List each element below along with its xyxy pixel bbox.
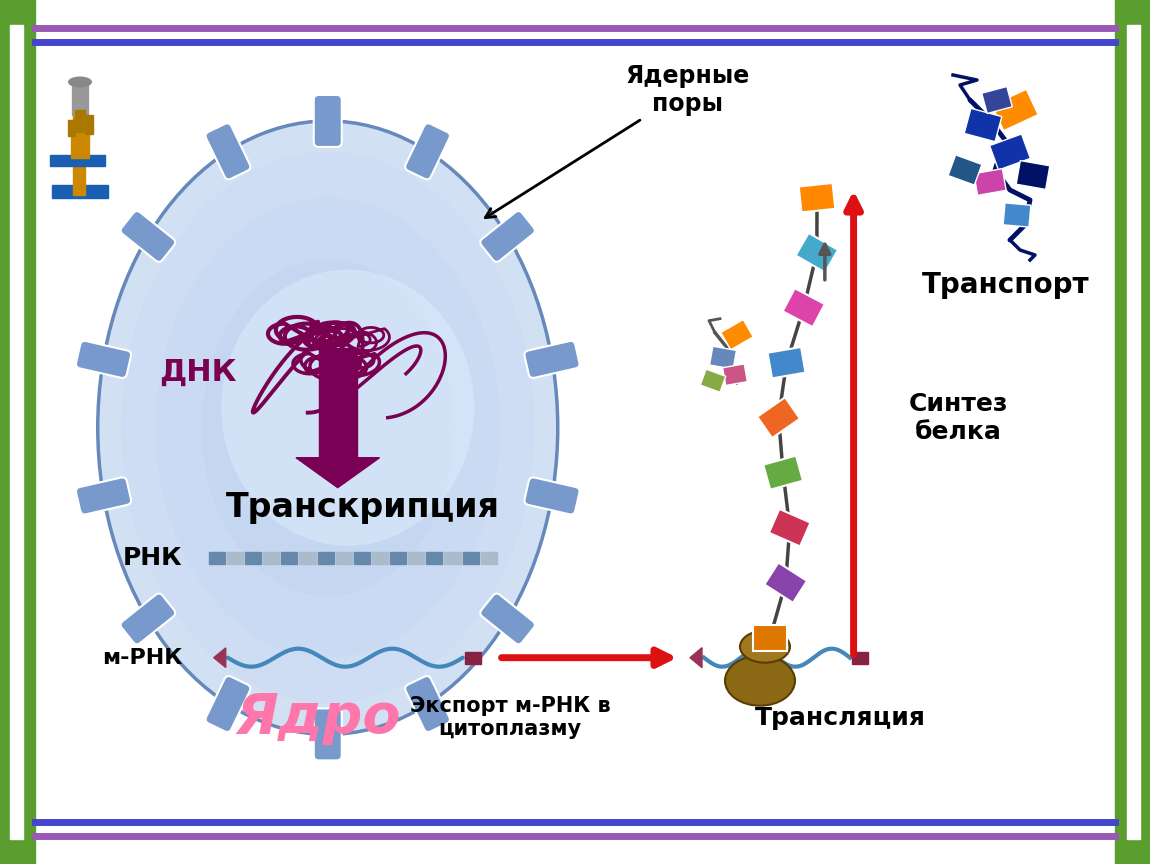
FancyBboxPatch shape xyxy=(481,211,535,262)
FancyBboxPatch shape xyxy=(753,625,787,651)
Bar xyxy=(72,85,89,115)
FancyBboxPatch shape xyxy=(1017,161,1050,189)
Bar xyxy=(282,552,298,563)
Text: РНК: РНК xyxy=(123,546,183,569)
Bar xyxy=(75,110,85,132)
FancyBboxPatch shape xyxy=(314,95,342,147)
Bar xyxy=(299,552,315,563)
FancyBboxPatch shape xyxy=(991,89,1038,130)
FancyBboxPatch shape xyxy=(974,168,1006,195)
Bar xyxy=(481,552,497,563)
Ellipse shape xyxy=(221,270,474,546)
Text: Экспорт м-РНК в
цитоплазму: Экспорт м-РНК в цитоплазму xyxy=(409,696,611,740)
FancyBboxPatch shape xyxy=(1003,203,1030,227)
FancyBboxPatch shape xyxy=(964,108,1002,142)
FancyBboxPatch shape xyxy=(405,124,450,180)
Polygon shape xyxy=(214,648,225,668)
Bar xyxy=(72,110,85,195)
Bar xyxy=(462,552,478,563)
FancyBboxPatch shape xyxy=(982,86,1012,113)
Ellipse shape xyxy=(155,198,500,658)
Bar xyxy=(227,552,243,563)
Bar xyxy=(444,552,460,563)
Bar xyxy=(465,651,481,664)
Bar xyxy=(52,185,108,198)
FancyBboxPatch shape xyxy=(314,708,342,760)
Bar xyxy=(336,552,352,563)
Bar xyxy=(71,120,89,158)
Bar xyxy=(1127,25,1140,839)
FancyBboxPatch shape xyxy=(76,478,131,514)
FancyBboxPatch shape xyxy=(767,347,805,378)
Text: Ядро: Ядро xyxy=(235,690,400,745)
FancyBboxPatch shape xyxy=(722,364,748,385)
Bar xyxy=(354,552,370,563)
FancyBboxPatch shape xyxy=(700,369,726,392)
FancyBboxPatch shape xyxy=(524,341,580,378)
Text: Ядерные
поры: Ядерные поры xyxy=(485,64,750,218)
Bar xyxy=(245,552,261,563)
FancyBboxPatch shape xyxy=(76,341,131,378)
Bar xyxy=(852,651,868,664)
FancyBboxPatch shape xyxy=(765,562,807,603)
Text: Транскрипция: Транскрипция xyxy=(225,491,500,524)
Text: м-РНК: м-РНК xyxy=(102,648,183,668)
Bar xyxy=(10,25,23,839)
Ellipse shape xyxy=(68,77,92,87)
FancyBboxPatch shape xyxy=(481,594,535,645)
Polygon shape xyxy=(296,458,380,487)
Ellipse shape xyxy=(98,121,558,734)
FancyBboxPatch shape xyxy=(948,155,982,185)
Ellipse shape xyxy=(201,259,454,596)
Bar xyxy=(371,552,388,563)
FancyBboxPatch shape xyxy=(721,320,753,350)
FancyBboxPatch shape xyxy=(799,183,835,213)
Bar xyxy=(85,115,93,134)
FancyBboxPatch shape xyxy=(405,676,450,732)
FancyBboxPatch shape xyxy=(757,397,800,438)
Text: Трансляция: Трансляция xyxy=(754,706,926,730)
Ellipse shape xyxy=(121,152,535,703)
FancyBboxPatch shape xyxy=(783,289,825,327)
FancyBboxPatch shape xyxy=(121,211,175,262)
Bar xyxy=(209,552,225,563)
FancyBboxPatch shape xyxy=(206,676,251,732)
FancyBboxPatch shape xyxy=(796,233,838,272)
Bar xyxy=(1116,0,1150,864)
Ellipse shape xyxy=(98,121,558,734)
FancyBboxPatch shape xyxy=(990,134,1030,170)
Text: ДНК: ДНК xyxy=(159,359,237,387)
Ellipse shape xyxy=(724,656,795,706)
FancyBboxPatch shape xyxy=(769,509,811,546)
FancyBboxPatch shape xyxy=(206,124,251,180)
FancyBboxPatch shape xyxy=(710,346,736,369)
Bar xyxy=(263,552,279,563)
Bar xyxy=(390,552,406,563)
FancyBboxPatch shape xyxy=(524,478,580,514)
Bar xyxy=(319,347,356,458)
Bar xyxy=(49,155,105,166)
Bar xyxy=(317,552,334,563)
Bar xyxy=(427,552,443,563)
FancyBboxPatch shape xyxy=(121,594,175,645)
Text: Транспорт: Транспорт xyxy=(922,271,1090,299)
Bar xyxy=(0,0,34,864)
Ellipse shape xyxy=(739,631,790,663)
FancyBboxPatch shape xyxy=(764,455,803,490)
Bar xyxy=(408,552,424,563)
Text: Синтез
белка: Синтез белка xyxy=(908,391,1009,443)
Bar xyxy=(68,120,75,136)
Polygon shape xyxy=(690,648,702,668)
